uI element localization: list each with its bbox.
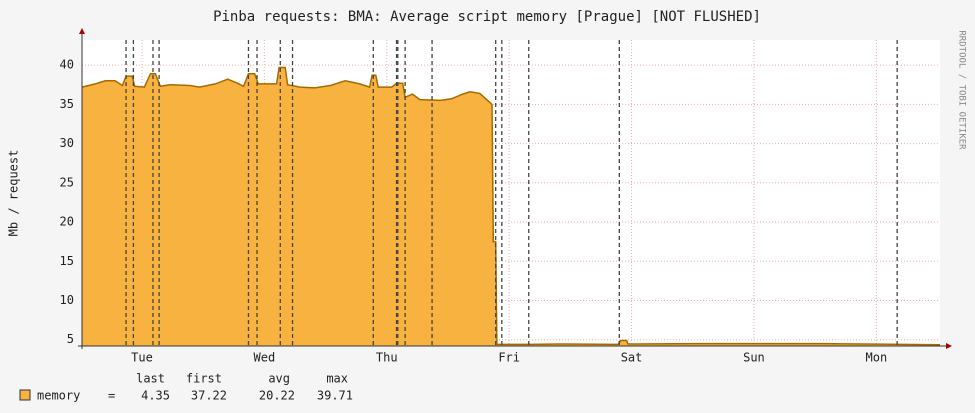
legend-swatch <box>19 389 31 401</box>
x-tick-label: Sun <box>743 351 765 365</box>
y-tick-label: 30 <box>60 136 74 150</box>
chart-title: Pinba requests: BMA: Average script memo… <box>213 9 761 25</box>
legend-value: 20.22 <box>259 389 295 403</box>
legend-header: max <box>326 372 348 386</box>
x-tick-label: Mon <box>866 351 888 365</box>
legend-label: memory <box>37 389 80 403</box>
x-tick-label: Tue <box>131 351 153 365</box>
legend-value: 39.71 <box>317 389 353 403</box>
y-tick-label: 40 <box>60 58 74 72</box>
x-tick-label: Wed <box>254 351 276 365</box>
x-tick-label: Sat <box>621 351 643 365</box>
y-arrow <box>79 28 85 34</box>
legend-value: 37.22 <box>191 389 227 403</box>
legend-value: 4.35 <box>141 389 170 403</box>
legend-header: first <box>186 372 222 386</box>
watermark: RRDTOOL / TOBI OETIKER <box>957 30 967 150</box>
y-tick-label: 10 <box>60 293 74 307</box>
x-tick-label: Thu <box>376 351 398 365</box>
x-tick-label: Fri <box>498 351 520 365</box>
y-tick-label: 5 <box>67 332 74 346</box>
y-tick-label: 35 <box>60 97 74 111</box>
y-tick-label: 25 <box>60 175 74 189</box>
legend-separator: = <box>108 389 115 403</box>
area <box>82 67 940 346</box>
y-tick-label: 20 <box>60 215 74 229</box>
y-tick-label: 15 <box>60 254 74 268</box>
y-axis-label: Mb / request <box>7 150 21 237</box>
legend-header: avg <box>268 372 290 386</box>
legend-header: last <box>136 372 165 386</box>
x-arrow <box>946 343 952 349</box>
